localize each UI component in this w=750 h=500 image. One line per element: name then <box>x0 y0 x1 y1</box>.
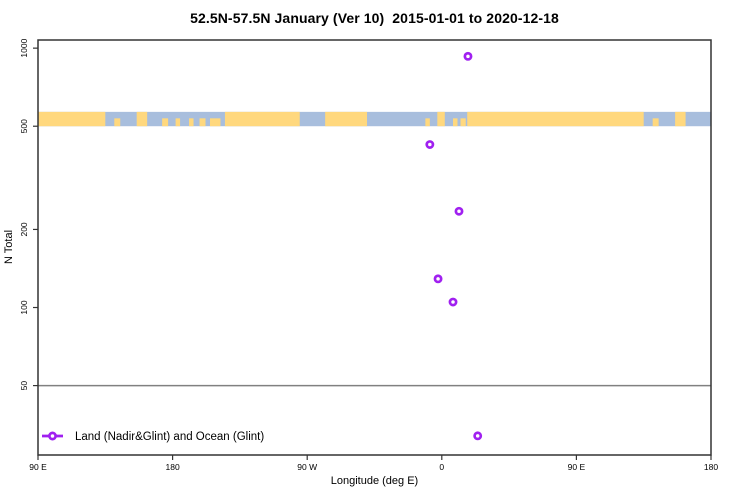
data-point <box>473 431 483 441</box>
map-band-land-segment <box>136 111 148 127</box>
plot-box <box>37 39 712 456</box>
map-band-island-speck <box>114 118 121 127</box>
x-tick-label: 90 W <box>297 462 317 472</box>
map-band-island-speck <box>175 118 181 127</box>
map-band-land-segment <box>325 111 368 127</box>
map-band-island-speck <box>460 118 466 127</box>
x-axis-label: Longitude (deg E) <box>330 475 419 487</box>
x-tick-label: 180 <box>166 462 180 472</box>
legend-marker <box>48 431 57 441</box>
y-tick-label: 100 <box>19 300 29 314</box>
x-tick-label: 90 E <box>29 462 47 472</box>
map-band-island-speck <box>189 118 194 127</box>
x-tick-label: 180 <box>704 462 718 472</box>
map-band-island-speck <box>199 118 206 127</box>
map-band-island-speck <box>209 118 221 127</box>
map-band-land-segment <box>224 111 300 127</box>
y-tick-label: 500 <box>19 119 29 133</box>
map-band-land-segment <box>437 111 445 127</box>
map-band-island-speck <box>162 118 169 127</box>
y-tick-label: 50 <box>19 381 29 391</box>
chart-title: 52.5N-57.5N January (Ver 10) 2015-01-01 … <box>190 10 559 26</box>
map-band-island-speck <box>652 118 659 127</box>
map-band-land-segment <box>467 111 644 127</box>
x-tick-label: 0 <box>439 462 444 472</box>
map-band-island-speck <box>453 118 458 127</box>
data-point <box>463 51 473 61</box>
map-band-land-segment <box>675 111 686 127</box>
data-point <box>425 140 435 149</box>
y-tick-label: 1000 <box>19 38 29 57</box>
y-tick-label: 200 <box>19 222 29 236</box>
legend-label: Land (Nadir&Glint) and Ocean (Glint) <box>75 431 264 443</box>
data-point <box>448 297 458 307</box>
data-point <box>454 206 464 216</box>
x-tick-label: 90 E <box>568 462 586 472</box>
map-band-island-speck <box>425 118 430 127</box>
map-band-land-segment <box>38 111 106 127</box>
data-point <box>433 274 443 284</box>
